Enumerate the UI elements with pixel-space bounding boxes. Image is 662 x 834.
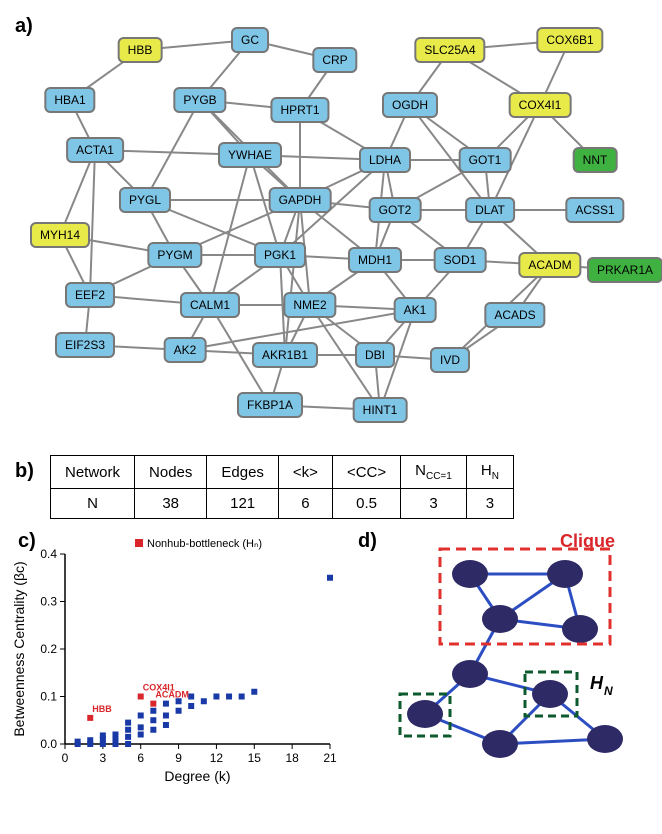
svg-text:12: 12 (210, 751, 224, 765)
node-hbb: HBB (118, 37, 163, 63)
table-cell: 3 (401, 489, 467, 519)
x-axis-label: Degree (k) (164, 768, 230, 784)
table-header: <CC> (332, 456, 400, 489)
node-ldha: LDHA (359, 147, 411, 173)
node-acta1: ACTA1 (66, 137, 124, 163)
y-axis-label: Betweenness Centrality (βc) (11, 561, 27, 736)
network-edges (10, 10, 650, 450)
panel-b-table: b) NetworkNodesEdges<k><CC>NCC=1HN N3812… (10, 455, 662, 519)
svg-text:HBB: HBB (92, 704, 112, 714)
table-cell: 3 (466, 489, 513, 519)
node-gc: GC (231, 27, 269, 53)
node-ivd: IVD (430, 347, 470, 373)
node-akr1b1: AKR1B1 (252, 342, 318, 368)
node-pygb: PYGB (173, 87, 226, 113)
table-header: Network (51, 456, 135, 489)
table-cell: 38 (135, 489, 207, 519)
stats-table: NetworkNodesEdges<k><CC>NCC=1HN N3812160… (50, 455, 514, 519)
node-crp: CRP (312, 47, 357, 73)
table-cell: 121 (207, 489, 279, 519)
panel-a-network: a) HBBGCCRPSLC25A4COX6B1HBA1PYGBHPRT1OGD… (10, 10, 650, 450)
node-mdh1: MDH1 (348, 247, 402, 273)
node-ak2: AK2 (164, 337, 207, 363)
node-calm1: CALM1 (180, 292, 240, 318)
svg-text:0.2: 0.2 (40, 642, 57, 656)
svg-text:18: 18 (285, 751, 299, 765)
svg-text:0.4: 0.4 (40, 547, 57, 561)
node-cox4i1: COX4I1 (509, 92, 572, 118)
node-got2: GOT2 (369, 197, 422, 223)
node-myh14: MYH14 (30, 222, 90, 248)
node-pygl: PYGL (119, 187, 171, 213)
node-eef2: EEF2 (65, 282, 115, 308)
svg-text:3: 3 (100, 751, 107, 765)
svg-text:21: 21 (323, 751, 337, 765)
table-header: <k> (278, 456, 332, 489)
table-cell: 0.5 (332, 489, 400, 519)
node-prkar1a: PRKAR1A (587, 257, 662, 283)
svg-text:0.1: 0.1 (40, 690, 57, 704)
svg-text:15: 15 (248, 751, 262, 765)
node-got1: GOT1 (459, 147, 512, 173)
table-header: HN (466, 456, 513, 489)
legend-text: Nonhub-bottleneck (Hₙ) (147, 538, 262, 550)
panel-c-scatter: c) 0 3 6 9 12 15 18 21 0.0 0.1 0.2 0.3 0.4 Degree (k) B… (10, 529, 340, 789)
table-cell: 6 (278, 489, 332, 519)
table-header: Nodes (135, 456, 207, 489)
node-ywhae: YWHAE (218, 142, 282, 168)
table-cell: N (51, 489, 135, 519)
node-pygm: PYGM (147, 242, 202, 268)
node-nme2: NME2 (283, 292, 336, 318)
node-acads: ACADS (484, 302, 545, 328)
node-gapdh: GAPDH (269, 187, 332, 213)
panel-d-diagram: d)CliqueHN (350, 529, 650, 789)
node-cox6b1: COX6B1 (536, 27, 603, 53)
svg-text:N: N (604, 684, 613, 698)
node-hint1: HINT1 (353, 397, 408, 423)
node-ak1: AK1 (394, 297, 437, 323)
svg-text:6: 6 (137, 751, 144, 765)
table-header: Edges (207, 456, 279, 489)
node-eif2s3: EIF2S3 (55, 332, 115, 358)
node-ogdh: OGDH (382, 92, 438, 118)
svg-text:ACADM: ACADM (155, 690, 189, 700)
node-acadm: ACADM (518, 252, 581, 278)
panel-d-label: d) (358, 530, 377, 552)
node-sod1: SOD1 (434, 247, 487, 273)
svg-text:9: 9 (175, 751, 182, 765)
hn-label: H (590, 673, 604, 693)
node-slc25a4: SLC25A4 (414, 37, 485, 63)
node-nnt: NNT (573, 147, 618, 173)
svg-text:0: 0 (62, 751, 69, 765)
node-dbi: DBI (355, 342, 395, 368)
table-header: NCC=1 (401, 456, 467, 489)
panel-b-label: b) (15, 460, 34, 483)
node-hprt1: HPRT1 (270, 97, 329, 123)
node-fkbp1a: FKBP1A (237, 392, 303, 418)
svg-text:0.3: 0.3 (40, 595, 57, 609)
node-hba1: HBA1 (44, 87, 95, 113)
node-pgk1: PGK1 (254, 242, 306, 268)
node-acss1: ACSS1 (565, 197, 624, 223)
bottom-row: c) 0 3 6 9 12 15 18 21 0.0 0.1 0.2 0.3 0.4 Degree (k) B… (10, 529, 662, 789)
panel-c-label: c) (18, 530, 36, 552)
svg-text:0.0: 0.0 (40, 737, 57, 751)
node-dlat: DLAT (465, 197, 515, 223)
